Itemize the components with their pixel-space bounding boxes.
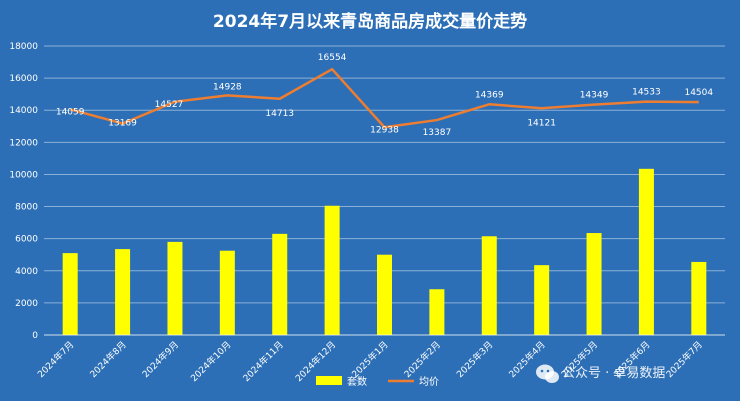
line-data-label: 14059	[56, 107, 85, 117]
line-data-label: 14533	[632, 88, 661, 98]
line-data-label: 14504	[684, 88, 713, 98]
line-data-label: 13387	[423, 128, 452, 138]
wechat-icon	[536, 364, 559, 383]
y-tick-label: 8000	[15, 203, 38, 213]
line-data-label: 13169	[108, 119, 137, 129]
line-data-label: 14713	[265, 109, 294, 119]
bar	[481, 236, 497, 335]
y-tick-label: 0	[32, 331, 38, 341]
bar	[691, 261, 707, 335]
y-tick-label: 16000	[9, 74, 38, 84]
y-tick-label: 6000	[15, 235, 38, 245]
y-tick-label: 4000	[15, 267, 38, 277]
y-tick-label: 12000	[9, 138, 38, 148]
bar	[62, 253, 78, 335]
y-tick-label: 2000	[15, 299, 38, 309]
bar	[324, 205, 340, 335]
y-tick-label: 10000	[9, 170, 38, 180]
gridlines	[44, 45, 725, 336]
bar	[115, 249, 131, 335]
line-data-label: 14349	[580, 91, 609, 101]
y-tick-label: 18000	[9, 42, 38, 52]
bar	[377, 254, 392, 335]
y-tick-label: 14000	[9, 106, 38, 116]
bar	[167, 241, 183, 335]
bar	[429, 289, 445, 335]
watermark-text: 公众号 · 卓易数据	[562, 366, 665, 381]
line-data-label: 16554	[318, 53, 347, 63]
line-series	[69, 67, 699, 129]
legend: 套数 均价	[316, 375, 439, 388]
bar-series	[62, 168, 707, 335]
legend-label: 均价	[419, 376, 439, 388]
legend-label: 套数	[347, 375, 367, 388]
watermark: 公众号 · 卓易数据	[536, 364, 665, 383]
line-data-label: 12938	[370, 125, 399, 135]
line-data-label: 14121	[527, 118, 556, 128]
y-axis-ticks: 0 2000 4000 6000 8000 10000 12000 14000 16000 180…	[9, 42, 38, 341]
line-data-label: 14928	[213, 82, 242, 92]
legend-swatch-bar	[316, 376, 342, 385]
line-data-label: 14527	[155, 100, 184, 110]
bar	[638, 168, 654, 335]
bar	[586, 233, 602, 335]
data-labels: 14059 13169 14527 14928 14713 16554 12938 13387…	[56, 53, 714, 138]
bar	[219, 250, 235, 335]
bar	[534, 265, 550, 335]
chart-title: 2024年7月以来青岛商品房成交量价走势	[213, 11, 527, 32]
line-data-label: 14369	[475, 90, 504, 100]
price-line	[69, 67, 699, 129]
bar	[272, 233, 288, 335]
